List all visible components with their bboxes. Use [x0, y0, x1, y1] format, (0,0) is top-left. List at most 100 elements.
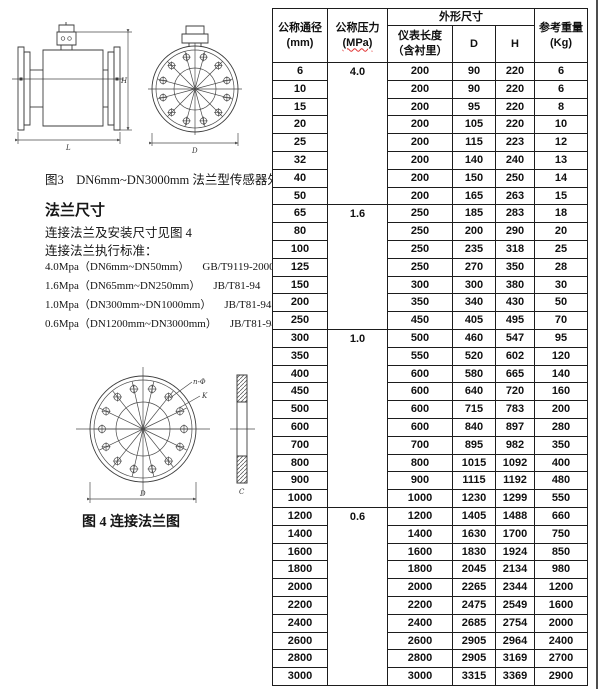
- d-cell: 165: [452, 186, 496, 206]
- d-cell: 460: [452, 328, 496, 348]
- h-cell: 250: [495, 168, 535, 188]
- table-row: 350 550 520 602 120: [272, 346, 588, 366]
- diameter-cell: 400: [272, 364, 328, 384]
- weight-cell: 14: [534, 168, 588, 188]
- length-cell: 600: [387, 364, 453, 384]
- h-cell: 1192: [495, 471, 535, 491]
- weight-cell: 6: [534, 62, 588, 81]
- length-cell: 600: [387, 382, 453, 402]
- diameter-cell: 500: [272, 400, 328, 419]
- d-cell: 90: [452, 79, 496, 99]
- h-cell: 720: [495, 382, 535, 402]
- h-cell: 665: [495, 364, 535, 384]
- weight-cell: 750: [534, 524, 588, 544]
- dim-label-h: H: [120, 77, 128, 85]
- weight-cell: 160: [534, 382, 588, 402]
- dim-label-l: L: [65, 144, 71, 152]
- diameter-cell: 250: [272, 311, 328, 330]
- dimension-table: 公称通径 (mm) 公称压力 (MPa) 外形尺寸 参考重量 (Kg) 仪表长度 （含衬里） D H…: [272, 8, 588, 686]
- d-cell: 715: [452, 400, 496, 419]
- d-cell: 115: [452, 133, 496, 152]
- diameter-cell: 900: [272, 471, 328, 491]
- h-cell: 220: [495, 97, 535, 117]
- weight-cell: 15: [534, 186, 588, 206]
- diameter-cell: 32: [272, 150, 328, 170]
- table-row: 40 200 150 250 14: [272, 168, 588, 188]
- d-cell: 90: [452, 62, 496, 81]
- d-cell: 1115: [452, 471, 496, 491]
- h-cell: 318: [495, 239, 535, 259]
- table-row: 500 600 715 783 200: [272, 400, 588, 419]
- diameter-cell: 40: [272, 168, 328, 188]
- dim-label-d2: D: [139, 490, 146, 498]
- flange-standards-list: 4.0Mpa（DN6mm~DN50mm） GB/T9119-2000 1.6Mpa…: [45, 258, 277, 334]
- length-cell: 500: [387, 328, 453, 348]
- d-cell: 640: [452, 382, 496, 402]
- length-cell: 1200: [387, 506, 453, 526]
- weight-cell: 550: [534, 489, 588, 508]
- d-cell: 270: [452, 257, 496, 277]
- weight-cell: 50: [534, 293, 588, 313]
- length-cell: 3000: [387, 667, 453, 686]
- d-cell: 840: [452, 417, 496, 437]
- standard-spec: 0.6Mpa（DN1200mm~DN3000mm）: [45, 318, 217, 330]
- table-row: 1400 1400 1630 1700 750: [272, 524, 588, 544]
- table-row: 1200 0.6 1200 1405 1488 660: [272, 506, 588, 686]
- flange-front-view: n-Φ K D: [76, 367, 210, 503]
- diameter-cell: 125: [272, 257, 328, 277]
- weight-cell: 400: [534, 453, 588, 473]
- weight-cell: 350: [534, 435, 588, 455]
- table-row: 25 200 115 223 12: [272, 133, 588, 152]
- d-cell: 1015: [452, 453, 496, 473]
- diameter-cell: 150: [272, 275, 328, 295]
- length-cell: 200: [387, 62, 453, 81]
- table-row: 15 200 95 220 8: [272, 97, 588, 117]
- table-row: 125 250 270 350 28: [272, 257, 588, 277]
- weight-cell: 660: [534, 506, 588, 526]
- diameter-cell: 2200: [272, 595, 328, 615]
- d-cell: 1830: [452, 542, 496, 562]
- d-cell: 140: [452, 150, 496, 170]
- length-cell: 300: [387, 275, 453, 295]
- h-cell: 602: [495, 346, 535, 366]
- weight-cell: 8: [534, 97, 588, 117]
- diameter-cell: 20: [272, 115, 328, 135]
- h-cell: 547: [495, 328, 535, 348]
- d-cell: 3315: [452, 667, 496, 686]
- length-cell: 1600: [387, 542, 453, 562]
- h-cell: 3169: [495, 649, 535, 669]
- table-row: 3000 3000 3315 3369 2900: [272, 667, 588, 686]
- figure4-drawing: n-Φ K D C: [40, 355, 270, 510]
- length-cell: 1800: [387, 560, 453, 580]
- table-row: 2400 2400 2685 2754 2000: [272, 613, 588, 633]
- dim-label-n-phi: n-Φ: [193, 378, 206, 386]
- weight-cell: 1200: [534, 578, 588, 597]
- length-cell: 1000: [387, 489, 453, 508]
- length-cell: 200: [387, 168, 453, 188]
- header-pressure: 公称压力 (MPa): [327, 8, 388, 63]
- d-cell: 895: [452, 435, 496, 455]
- header-h: H: [495, 25, 535, 63]
- header-weight: 参考重量 (Kg): [534, 8, 588, 63]
- diameter-cell: 1800: [272, 560, 328, 580]
- standard-line: 0.6Mpa（DN1200mm~DN3000mm） JB/T81-94: [45, 315, 277, 334]
- length-cell: 600: [387, 417, 453, 437]
- pressure-cell: 4.0: [327, 61, 388, 206]
- length-cell: 2400: [387, 613, 453, 633]
- d-cell: 2905: [452, 631, 496, 651]
- weight-cell: 1600: [534, 595, 588, 615]
- table-row: 900 900 1115 1192 480: [272, 471, 588, 491]
- length-cell: 200: [387, 186, 453, 206]
- d-cell: 520: [452, 346, 496, 366]
- weight-cell: 28: [534, 257, 588, 277]
- d-cell: 185: [452, 204, 496, 224]
- h-cell: 220: [495, 79, 535, 99]
- weight-cell: 2000: [534, 613, 588, 633]
- length-cell: 450: [387, 311, 453, 330]
- diameter-cell: 6: [272, 62, 328, 81]
- weight-cell: 30: [534, 275, 588, 295]
- table-row: 32 200 140 240 13: [272, 150, 588, 170]
- pressure-cell: 0.6: [327, 506, 388, 686]
- h-cell: 350: [495, 257, 535, 277]
- table-row: 2200 2200 2475 2549 1600: [272, 595, 588, 615]
